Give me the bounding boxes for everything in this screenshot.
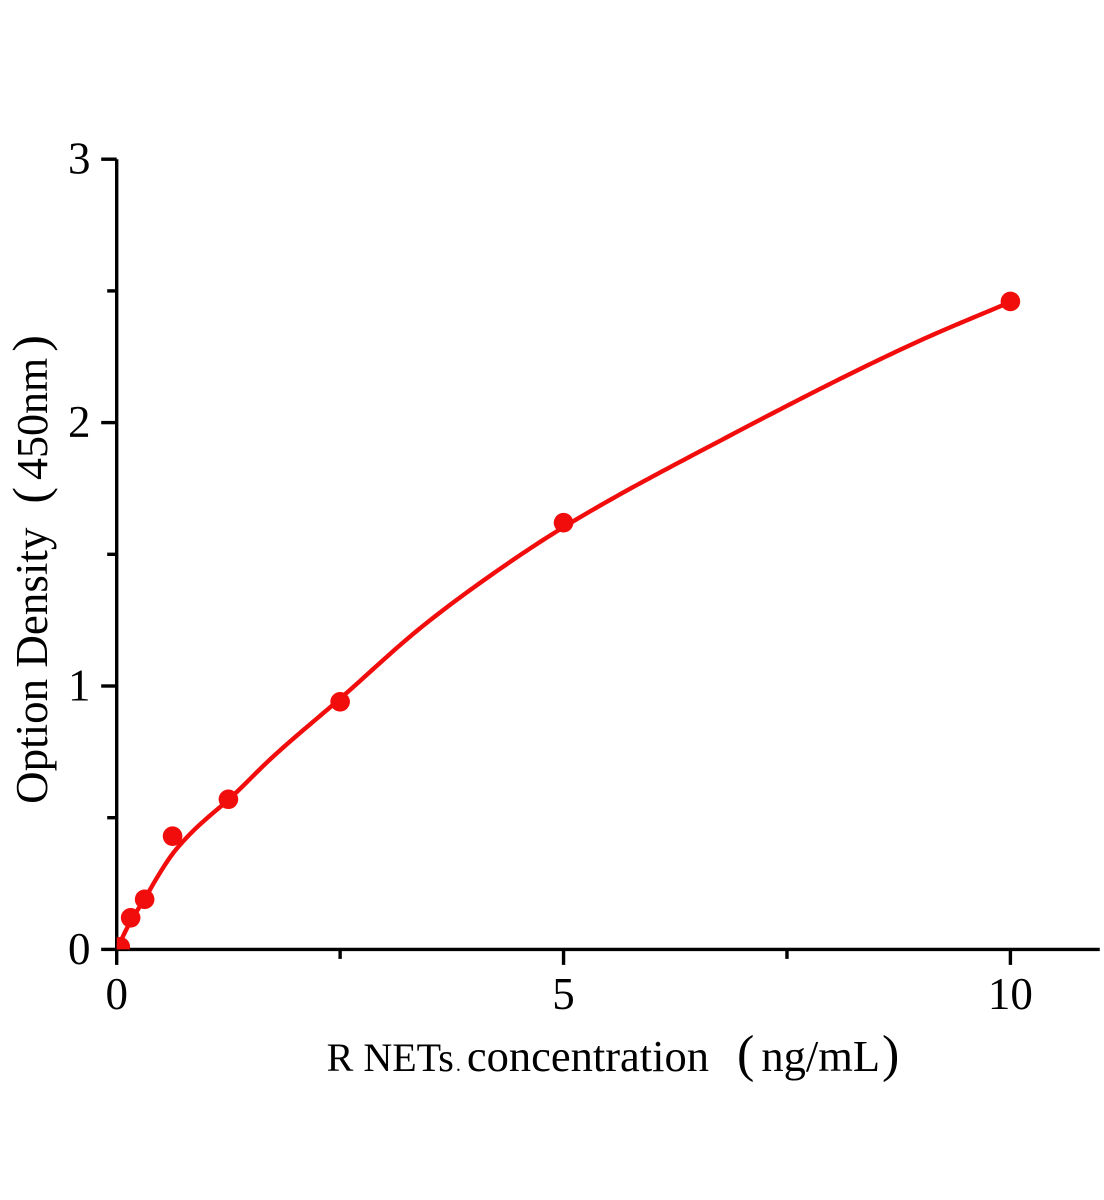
- y-axis-title-unit-open-paren: (: [2, 487, 58, 504]
- data-point-marker: [553, 512, 574, 533]
- data-point-marker: [162, 826, 183, 846]
- y-tick-label: 0: [68, 924, 91, 974]
- y-tick-label: 3: [68, 134, 91, 184]
- x-axis-tick-labels: 0 5 10: [105, 969, 1032, 1019]
- data-point-marker: [330, 692, 350, 712]
- y-axis-tick-labels: 0 1 2 3: [68, 134, 91, 974]
- x-axis-title-period: .: [456, 1054, 461, 1076]
- x-tick-label: 10: [988, 969, 1033, 1019]
- data-points: [116, 291, 1021, 950]
- x-axis-title-unit-open-paren: (: [737, 1026, 754, 1083]
- x-axis-title-unit: ng/mL: [761, 1031, 880, 1081]
- fitted-curve-line: [116, 299, 1012, 950]
- x-tick-label: 5: [552, 969, 575, 1019]
- y-axis-title-main: Option Density: [7, 527, 57, 804]
- axes: [114, 159, 1100, 952]
- y-axis-ticks: [101, 157, 117, 952]
- y-tick-label: 1: [68, 661, 91, 711]
- x-axis-title-main: concentration: [467, 1031, 709, 1081]
- data-point-marker: [218, 789, 239, 810]
- x-tick-label: 0: [105, 969, 128, 1019]
- y-axis-title: Option Density (450nm): [2, 335, 58, 804]
- data-point-marker: [116, 936, 131, 950]
- data-point-marker: [134, 889, 155, 910]
- x-axis-title: R NETs. concentration (ng/mL): [327, 1026, 900, 1083]
- x-axis-title-unit-close-paren: ): [882, 1026, 899, 1083]
- x-axis-title-prefix: R NETs: [327, 1035, 454, 1080]
- y-axis-title-unit-close-paren: ): [2, 335, 58, 352]
- y-tick-label: 2: [68, 397, 91, 447]
- x-axis-ticks: [114, 949, 1013, 965]
- y-axis-title-unit: 450nm: [8, 358, 57, 480]
- data-point-marker: [1000, 291, 1021, 312]
- data-point-marker: [120, 907, 141, 928]
